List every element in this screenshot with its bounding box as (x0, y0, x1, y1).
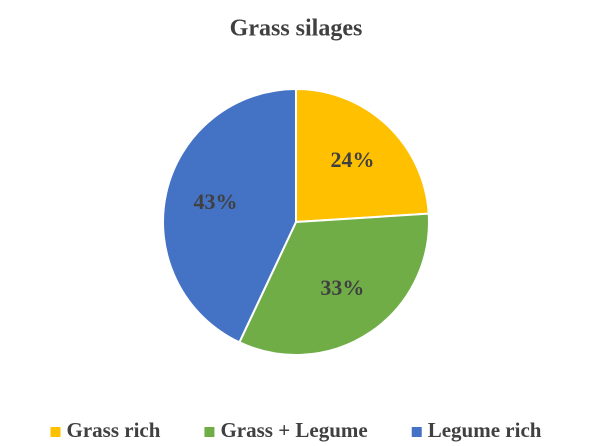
legend-swatch (411, 427, 422, 437)
pie-slice (162, 87, 297, 344)
chart-title: Grass silages (230, 16, 363, 42)
legend-swatch (50, 427, 61, 437)
legend: Grass rich Grass + Legume Legume rich (50, 418, 542, 442)
data-label: 33% (320, 275, 364, 300)
data-label: 24% (330, 147, 374, 172)
legend-label: Grass + Legume (220, 418, 367, 442)
legend-swatch (204, 427, 215, 437)
data-label: 43% (194, 189, 238, 214)
legend-label: Legume rich (428, 418, 542, 442)
pie-slice (238, 212, 430, 356)
legend-label: Grass rich (67, 418, 161, 442)
pie-slice (295, 87, 430, 224)
